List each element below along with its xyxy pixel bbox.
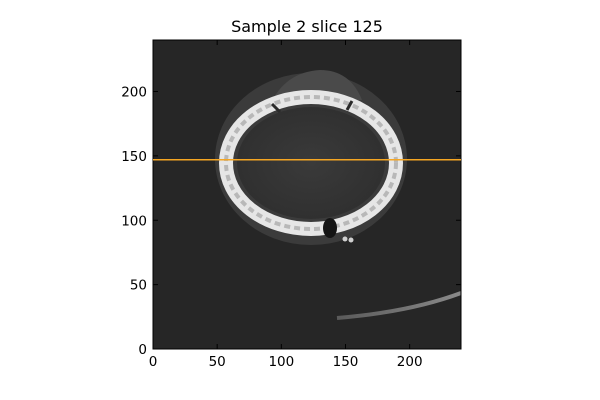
foramen-dark-spot bbox=[323, 218, 337, 238]
x-tick-label: 50 bbox=[209, 354, 226, 370]
y-tick-label: 50 bbox=[130, 278, 147, 294]
y-tick-label: 0 bbox=[138, 342, 147, 358]
ct-image bbox=[153, 40, 461, 349]
skull-bone-texture bbox=[224, 95, 398, 231]
skull-suture-left bbox=[270, 102, 282, 114]
x-tick-label: 0 bbox=[149, 354, 158, 370]
x-axis: 0 50 100 150 200 bbox=[149, 40, 423, 370]
y-tick-label: 100 bbox=[121, 213, 147, 229]
y-axis: 0 50 100 150 200 bbox=[121, 85, 461, 358]
x-tick-label: 150 bbox=[333, 354, 359, 370]
scanner-table-arc bbox=[336, 291, 461, 320]
axes-frame bbox=[152, 39, 462, 350]
plot-title: Sample 2 slice 125 bbox=[231, 17, 383, 36]
small-bright-spot-2 bbox=[348, 237, 354, 243]
x-tick-label: 100 bbox=[268, 354, 294, 370]
y-tick-label: 200 bbox=[121, 85, 147, 101]
small-bright-spot-1 bbox=[342, 236, 348, 242]
y-tick-label: 150 bbox=[121, 149, 147, 165]
brain-tissue bbox=[237, 107, 385, 219]
x-tick-label: 200 bbox=[397, 354, 423, 370]
skull-suture-right bbox=[345, 100, 354, 111]
